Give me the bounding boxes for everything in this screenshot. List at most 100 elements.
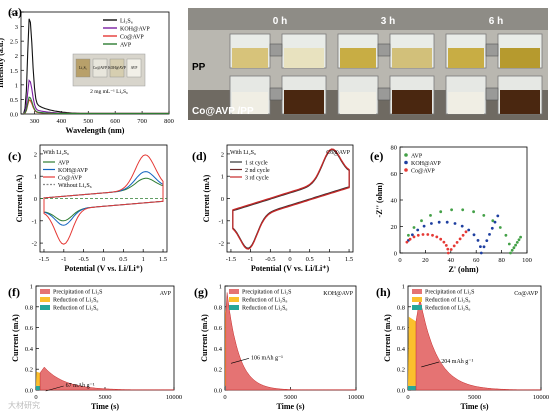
x-tick-label: 20 bbox=[422, 257, 429, 264]
legend-entry: KOH@AVP bbox=[120, 27, 150, 33]
vial bbox=[75, 58, 91, 78]
y-axis-label: Current (mA) bbox=[200, 314, 209, 362]
liquid-right bbox=[284, 90, 324, 114]
legend-swatch bbox=[40, 305, 50, 310]
capacity-annotation: 67 mAh g⁻¹ bbox=[66, 383, 95, 389]
eis-point bbox=[519, 235, 522, 239]
x-tick-label: -1.5 bbox=[226, 256, 236, 263]
eis-point bbox=[461, 233, 465, 237]
legend-swatch bbox=[412, 289, 422, 294]
legend-marker bbox=[404, 168, 408, 172]
chart-g: 0 5000 10000 0.0 0.2 0.4 0.6 0.8 1 Time (s) Curren… bbox=[200, 284, 364, 412]
photo-b: 0 h 3 h 6 h PP Co@AVP /PP bbox=[188, 8, 548, 120]
eis-point bbox=[407, 233, 410, 237]
legend-entry: Without Li₂S₆ bbox=[58, 183, 92, 189]
legend-entry: Precipitation of Li₂S bbox=[242, 289, 291, 296]
x-tick-label: -1.5 bbox=[39, 256, 49, 263]
eis-point bbox=[455, 241, 459, 244]
legend-swatch bbox=[412, 297, 422, 302]
eis-point bbox=[464, 230, 468, 234]
eis-point bbox=[446, 247, 450, 251]
x-tick-label: 5000 bbox=[99, 394, 112, 401]
x-axis-label: Potential (V vs. Li/Li⁺) bbox=[251, 264, 330, 273]
eis-point bbox=[514, 243, 517, 247]
eis-point bbox=[509, 251, 512, 255]
x-tick-label: 0 bbox=[34, 394, 37, 401]
legend-entry: 1 st cycle bbox=[245, 160, 268, 166]
eis-point bbox=[444, 244, 448, 247]
h-cell-clamp bbox=[377, 43, 391, 57]
eis-point bbox=[472, 233, 476, 237]
eis-point bbox=[488, 233, 491, 236]
area-reduction-li2s6 bbox=[225, 385, 226, 390]
area-reduction-li2s8 bbox=[36, 371, 41, 386]
eis-point bbox=[496, 214, 500, 218]
y-tick-label: 0.6 bbox=[214, 325, 223, 332]
legend-entry: AVP bbox=[411, 153, 423, 159]
y-tick-label: 3.5 bbox=[10, 10, 18, 17]
legend-entry: KOH@AVP bbox=[58, 168, 88, 174]
x-tick-label: 5000 bbox=[468, 394, 481, 401]
eis-point bbox=[446, 251, 450, 255]
vial bbox=[126, 58, 142, 78]
eis-point bbox=[412, 235, 416, 239]
y-tick-label: 0.8 bbox=[214, 304, 222, 311]
eis-point bbox=[411, 233, 414, 237]
liquid-left bbox=[232, 92, 268, 114]
corner-label: AVP bbox=[160, 291, 172, 297]
eis-point bbox=[461, 208, 465, 212]
legend-entry: Reduction of Li₂S₈ bbox=[425, 297, 471, 304]
chart-c: -1.5 -1 -0.5 0 0.5 1 1.5 -2 -1 0 1 2 Potential (V vs… bbox=[15, 144, 168, 273]
eis-point bbox=[482, 214, 486, 217]
x-tick-label: 500 bbox=[83, 118, 93, 125]
eis-point bbox=[458, 237, 462, 241]
annotation-arrow bbox=[421, 361, 440, 368]
area-precipitation-li2s bbox=[39, 366, 175, 391]
photo-top-band bbox=[188, 8, 548, 30]
legend-swatch bbox=[40, 289, 50, 294]
eis-point bbox=[493, 220, 497, 224]
y-axis-label: Intensity (a.u.) bbox=[0, 38, 5, 88]
x-tick-label: -1 bbox=[248, 256, 253, 263]
eis-point bbox=[453, 222, 457, 225]
eis-point bbox=[426, 233, 430, 236]
eis-point bbox=[439, 237, 443, 241]
y-axis-label: -Z'' (ohm) bbox=[375, 182, 384, 217]
vial bbox=[109, 58, 125, 78]
y-tick-label: 0 bbox=[34, 196, 37, 203]
x-tick-label: -0.5 bbox=[265, 256, 275, 263]
eis-point bbox=[445, 220, 449, 224]
legend-swatch bbox=[412, 305, 422, 310]
eis-point bbox=[490, 226, 494, 230]
legend-entry: AVP bbox=[120, 43, 132, 49]
row-label-pp: PP bbox=[192, 62, 206, 73]
eis-point bbox=[512, 246, 516, 250]
y-axis-label: Current (mA) bbox=[202, 174, 211, 222]
x-tick-label: -1 bbox=[61, 256, 66, 263]
y-tick-label: 0.4 bbox=[214, 346, 223, 353]
annotation-arrow bbox=[45, 385, 64, 392]
vial-label: KOH@AVP bbox=[108, 66, 126, 70]
plot-frame bbox=[20, 11, 170, 115]
liquid-left bbox=[340, 92, 376, 114]
cycle-loop-3 bbox=[232, 148, 350, 250]
corner-label: Co@AVP bbox=[326, 150, 350, 156]
y-tick-label: 0.8 bbox=[397, 304, 405, 311]
legend-marker bbox=[404, 153, 408, 157]
eis-point bbox=[479, 251, 483, 255]
x-axis-label: Time (s) bbox=[460, 402, 488, 411]
chart-a: 300 400 500 600 700 800 0.0 0.5 1 1.5 2 2.5 3 3.5 Wave… bbox=[0, 10, 174, 136]
panel-label-f: (f) bbox=[8, 285, 20, 299]
eis-point bbox=[429, 214, 432, 217]
legend-swatch bbox=[40, 297, 50, 302]
area-reduction-li2s6 bbox=[36, 385, 41, 390]
y-tick-label: 0 bbox=[221, 196, 224, 203]
x-tick-label: 0 bbox=[102, 256, 105, 263]
time-label: 3 h bbox=[381, 16, 395, 27]
area-precipitation-li2s bbox=[225, 292, 357, 391]
y-tick-label: 1 bbox=[221, 174, 224, 181]
y-tick-label: 0.0 bbox=[10, 112, 18, 119]
eis-point bbox=[431, 233, 434, 237]
y-tick-label: 2 bbox=[221, 151, 224, 158]
inset-caption: 2 mg mL⁻¹ Li₂S₆ bbox=[90, 89, 128, 95]
